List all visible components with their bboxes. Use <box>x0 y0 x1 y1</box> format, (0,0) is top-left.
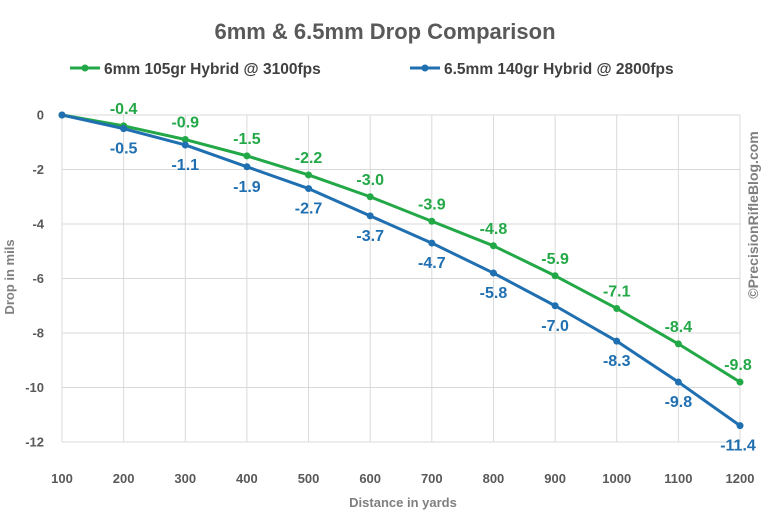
data-point <box>181 136 189 144</box>
x-tick-label: 300 <box>174 471 196 486</box>
data-label: -8.4 <box>665 319 693 336</box>
x-tick-label: 200 <box>113 471 135 486</box>
y-tick-label: -10 <box>25 380 44 395</box>
x-tick-label: 1100 <box>664 471 692 486</box>
data-point <box>120 125 128 133</box>
data-label: -4.7 <box>418 255 446 272</box>
x-tick-label: 1000 <box>602 471 631 486</box>
data-label: -5.9 <box>541 251 569 268</box>
data-label: -9.8 <box>724 357 752 374</box>
series-line <box>61 113 741 384</box>
data-point <box>243 163 251 171</box>
legend: 6mm 105gr Hybrid @ 3100fps 6.5mm 140gr H… <box>70 61 674 78</box>
data-label: -7.1 <box>603 283 631 300</box>
x-tick-label: 500 <box>298 471 320 486</box>
x-tick-label: 800 <box>483 471 505 486</box>
gridlines <box>61 114 741 443</box>
x-tick-label: 600 <box>359 471 381 486</box>
data-point <box>551 272 559 280</box>
x-tick-label: 1200 <box>726 471 755 486</box>
legend-marker-6mm <box>81 64 89 72</box>
data-point <box>58 111 66 119</box>
data-point <box>736 378 744 386</box>
data-point <box>613 304 621 312</box>
data-label: -3.0 <box>356 172 384 189</box>
x-tick-label: 100 <box>51 471 73 486</box>
data-label: -8.3 <box>603 353 631 370</box>
y-axis-title: Drop in mils <box>2 239 17 314</box>
data-label: -2.7 <box>295 201 323 218</box>
data-point <box>674 340 682 348</box>
y-tick-label: 0 <box>37 108 44 123</box>
data-point <box>243 152 251 160</box>
y-tick-label: -4 <box>32 217 44 232</box>
data-label: -3.9 <box>418 196 446 213</box>
watermark: ©PrecisionRifleBlog.com <box>745 131 761 298</box>
chart-title: 6mm & 6.5mm Drop Comparison <box>214 19 555 44</box>
data-point <box>428 239 436 247</box>
data-labels: -0.4 -0.9 -1.5 -2.2 -3.0 -3.9 -4.8 -5.9 -7.1 -8.4… <box>110 101 756 455</box>
legend-marker-6-5mm <box>421 64 429 72</box>
x-tick-label: 900 <box>544 471 566 486</box>
data-point <box>366 212 374 220</box>
y-axis-ticks: 0 -2 -4 -6 -8 -10 -12 <box>25 108 45 450</box>
data-point <box>489 269 497 277</box>
data-point <box>674 378 682 386</box>
data-point <box>181 141 189 149</box>
y-tick-label: -2 <box>32 162 44 177</box>
data-point <box>428 217 436 225</box>
series-lines <box>58 111 744 430</box>
data-label: -11.4 <box>720 438 756 455</box>
data-label: -7.0 <box>541 318 569 335</box>
data-label: -1.1 <box>171 157 199 174</box>
data-label: -4.8 <box>480 221 508 238</box>
x-axis-ticks: 100 200 300 400 500 600 700 800 900 1000 1100 1200 <box>51 471 754 486</box>
data-point <box>305 185 313 193</box>
data-point <box>489 242 497 250</box>
data-point <box>736 422 744 430</box>
data-label: -5.8 <box>480 285 508 302</box>
data-point <box>305 171 313 179</box>
data-label: -9.8 <box>665 394 693 411</box>
data-label: -2.2 <box>295 150 323 167</box>
x-tick-label: 400 <box>236 471 258 486</box>
series-line <box>61 113 741 427</box>
x-axis-title: Distance in yards <box>349 495 457 510</box>
y-tick-label: -12 <box>25 435 44 450</box>
data-label: -3.7 <box>356 228 384 245</box>
data-label: -0.9 <box>171 115 199 132</box>
x-tick-label: 700 <box>421 471 443 486</box>
y-tick-label: -8 <box>32 326 44 341</box>
data-point <box>366 193 374 201</box>
y-tick-label: -6 <box>32 271 44 286</box>
data-label: -1.5 <box>233 131 261 148</box>
data-label: -0.4 <box>110 101 138 118</box>
legend-label-6-5mm: 6.5mm 140gr Hybrid @ 2800fps <box>444 61 674 78</box>
data-label: -0.5 <box>110 141 138 158</box>
legend-label-6mm: 6mm 105gr Hybrid @ 3100fps <box>104 61 321 78</box>
data-label: -1.9 <box>233 179 261 196</box>
data-point <box>551 302 559 310</box>
data-point <box>613 337 621 345</box>
